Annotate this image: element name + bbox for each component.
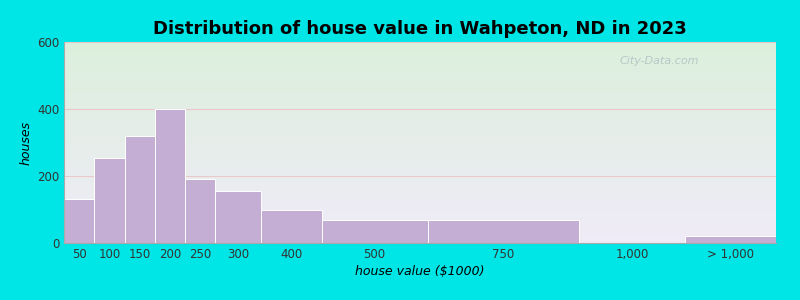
Y-axis label: houses: houses bbox=[20, 120, 33, 165]
Bar bbox=[322, 220, 427, 243]
Bar bbox=[94, 158, 125, 243]
Bar bbox=[185, 179, 215, 243]
Bar bbox=[64, 200, 94, 243]
Bar bbox=[261, 209, 322, 243]
X-axis label: house value ($1000): house value ($1000) bbox=[355, 265, 485, 278]
Bar bbox=[427, 220, 579, 243]
Bar bbox=[685, 236, 776, 243]
Text: City-Data.com: City-Data.com bbox=[619, 56, 699, 66]
Bar bbox=[215, 191, 261, 243]
Title: Distribution of house value in Wahpeton, ND in 2023: Distribution of house value in Wahpeton,… bbox=[153, 20, 687, 38]
Bar bbox=[125, 136, 155, 243]
Bar bbox=[155, 109, 185, 243]
